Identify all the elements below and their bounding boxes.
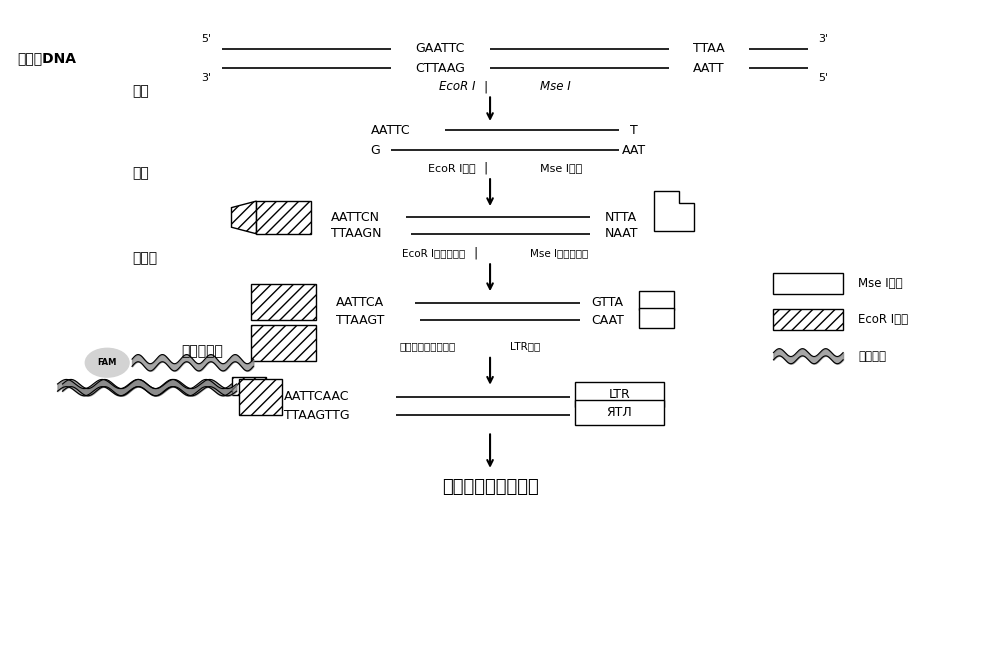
Text: 选择性扩增: 选择性扩增	[182, 344, 224, 358]
Polygon shape	[654, 191, 694, 230]
Text: TTAAGTTG: TTAAGTTG	[284, 409, 350, 422]
Polygon shape	[232, 201, 256, 234]
Bar	[251, 325, 316, 361]
Text: Mse I接头: Mse I接头	[858, 277, 903, 290]
Text: LTR: LTR	[608, 387, 630, 401]
Text: Mse I: Mse I	[540, 80, 571, 93]
Text: 3': 3'	[202, 73, 212, 82]
Text: NTTA: NTTA	[604, 211, 637, 224]
Text: 5': 5'	[818, 73, 828, 82]
Text: AATT: AATT	[693, 62, 725, 75]
Bar	[256, 201, 311, 234]
Circle shape	[85, 348, 129, 377]
Bar	[239, 379, 282, 415]
Text: |: |	[473, 247, 477, 260]
Text: AATTCN: AATTCN	[331, 211, 380, 224]
Bar	[251, 284, 316, 320]
Text: TTAAGT: TTAAGT	[336, 314, 384, 327]
Text: ЯTЛ: ЯTЛ	[606, 406, 632, 419]
Text: Mse I接头: Mse I接头	[540, 164, 582, 174]
Text: G: G	[371, 143, 380, 156]
Text: 基因组DNA: 基因组DNA	[18, 51, 77, 65]
Text: AATTCA: AATTCA	[336, 296, 384, 309]
Text: T: T	[630, 124, 638, 137]
Text: 3': 3'	[818, 34, 828, 44]
Text: |: |	[483, 162, 487, 175]
Text: 连接: 连接	[132, 166, 149, 180]
Text: LTR引物: LTR引物	[510, 341, 540, 351]
Text: CTTAAG: CTTAAG	[415, 62, 465, 75]
Text: CAAT: CAAT	[591, 314, 624, 327]
Text: GAATTC: GAATTC	[416, 42, 465, 55]
Text: TTAAGN: TTAAGN	[331, 227, 381, 240]
Text: EcoR I接头: EcoR I接头	[858, 313, 908, 326]
Text: 5': 5'	[202, 34, 212, 44]
Bar	[575, 400, 664, 425]
Text: EcoR I: EcoR I	[439, 80, 475, 93]
Text: AAT: AAT	[622, 143, 646, 156]
Bar	[232, 377, 266, 395]
Text: FAM: FAM	[98, 358, 117, 367]
Text: AATTC: AATTC	[371, 124, 410, 137]
Text: EcoR I预扩增引物: EcoR I预扩增引物	[402, 248, 465, 259]
Text: AATTCAAC: AATTCAAC	[284, 390, 350, 403]
Text: GTTA: GTTA	[591, 296, 623, 309]
Text: NAAT: NAAT	[604, 227, 638, 240]
Bar	[773, 273, 843, 294]
Text: Mse I预扩增引物: Mse I预扩增引物	[530, 248, 588, 259]
Bar	[639, 291, 674, 310]
Text: EcoR I接头: EcoR I接头	[428, 164, 475, 174]
Text: 特异选择性扩增引物: 特异选择性扩增引物	[399, 341, 455, 351]
Bar	[639, 308, 674, 328]
Bar	[773, 309, 843, 330]
Text: TTAA: TTAA	[693, 42, 725, 55]
Text: 酵切: 酵切	[132, 84, 149, 98]
Text: 荧光毛细管电泳检测: 荧光毛细管电泳检测	[442, 478, 538, 496]
Text: 尾巴引物: 尾巴引物	[858, 350, 886, 363]
Bar	[575, 381, 664, 407]
Text: |: |	[483, 80, 487, 93]
Text: 预扩增: 预扩增	[132, 251, 157, 265]
